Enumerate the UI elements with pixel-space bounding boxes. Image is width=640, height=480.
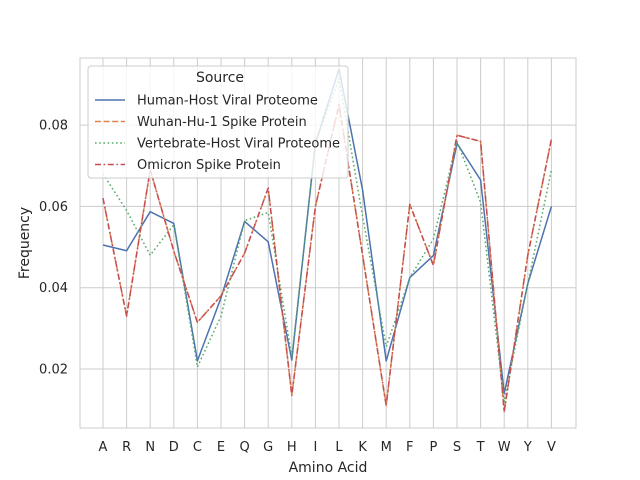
y-tick-label: 0.02 — [39, 363, 68, 378]
legend-label: Human-Host Viral Proteome — [137, 94, 318, 109]
y-tick-label: 0.04 — [39, 281, 68, 296]
x-tick-label: L — [335, 440, 343, 455]
y-tick-label: 0.06 — [39, 200, 68, 215]
y-tick-label: 0.08 — [39, 119, 68, 134]
x-tick-label: N — [145, 440, 155, 455]
plot-frame — [79, 57, 577, 429]
y-tick-labels: 0.02 0.04 0.06 0.08 — [39, 119, 68, 378]
x-tick-label: V — [547, 440, 556, 455]
legend-entries: Human-Host Viral Proteome Wuhan-Hu-1 Spik… — [95, 94, 340, 173]
x-tick-label: Y — [523, 440, 532, 455]
y-axis-title: Frequency — [17, 207, 33, 279]
legend-label: Wuhan-Hu-1 Spike Protein — [137, 115, 307, 130]
legend-label: Vertebrate-Host Viral Proteome — [137, 137, 340, 152]
series-line-2 — [102, 77, 553, 403]
x-tick-label: M — [381, 440, 392, 455]
x-tick-label: K — [358, 440, 367, 455]
x-tick-label: H — [287, 440, 297, 455]
x-tick-label: C — [193, 440, 202, 455]
x-tick-label: G — [263, 440, 273, 455]
x-axis-title: Amino Acid — [289, 460, 368, 476]
legend-label: Omicron Spike Protein — [137, 158, 281, 173]
x-tick-label: P — [429, 440, 437, 455]
x-tick-label: S — [453, 440, 461, 455]
x-tick-label: Q — [239, 440, 249, 455]
x-tick-label: W — [498, 440, 511, 455]
x-tick-label: E — [217, 440, 225, 455]
legend-title: Source — [196, 70, 244, 86]
legend-box — [87, 65, 349, 179]
legend: Source Human-Host Viral Proteome Wuhan-Hu… — [87, 65, 349, 179]
x-tick-label: T — [476, 440, 485, 455]
x-tick-label: A — [99, 440, 108, 455]
x-tick-label: D — [169, 440, 179, 455]
x-tick-label: R — [122, 440, 131, 455]
x-tick-label: I — [313, 440, 317, 455]
x-tick-label: F — [406, 440, 413, 455]
